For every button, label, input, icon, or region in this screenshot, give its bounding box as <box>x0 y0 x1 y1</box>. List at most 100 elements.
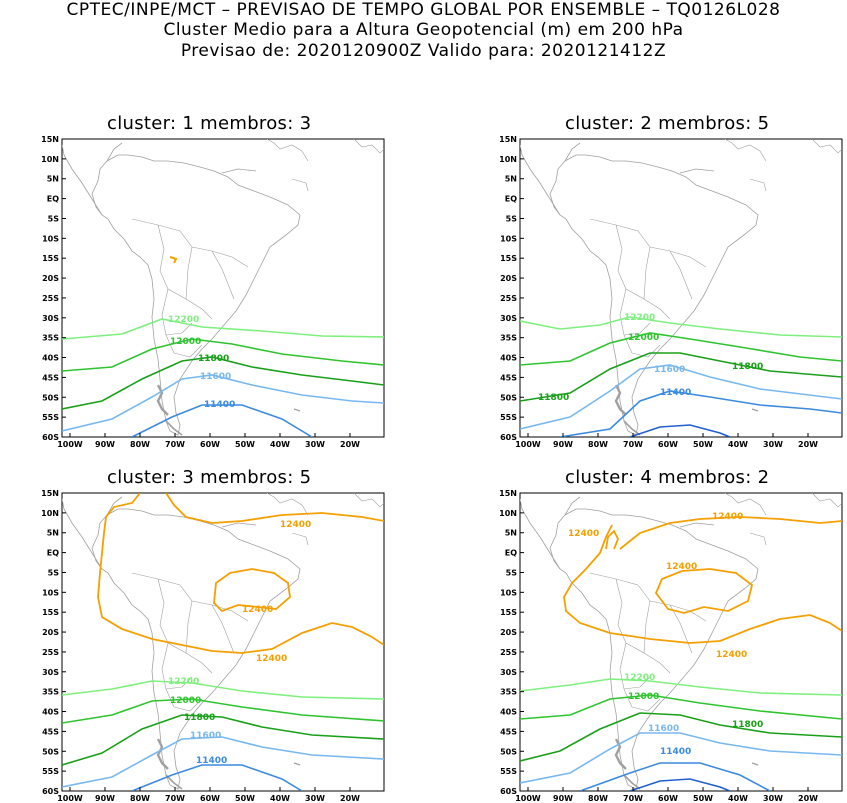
panel-1-label-12200: 12200 <box>168 315 199 325</box>
panel-2-lat-label: 10N <box>499 155 517 164</box>
panel-4-lat-label: 5N <box>505 529 517 538</box>
panel-2-lon-label: 100W <box>515 440 541 449</box>
panel-4-lon-label: 40W <box>728 794 748 803</box>
header-line-1: CPTEC/INPE/MCT – PREVISAO DE TEMPO GLOBA… <box>66 0 781 20</box>
panel-1-map: 12200 12000 11800 11600 11400 15N 10N 5N EQ… <box>41 135 385 449</box>
panel-4-contour-12400-closed <box>654 568 754 614</box>
panel-3-label-11800: 11800 <box>184 713 215 723</box>
panel-1-lon-label: 50W <box>235 440 255 449</box>
panel-2-lat-label: 15S <box>500 254 517 263</box>
panel-4-label-11400: 11400 <box>660 747 691 757</box>
panel-2-lat-label: 5N <box>505 175 517 184</box>
panel-3-lat-label: EQ <box>47 549 59 558</box>
panel-4-lat-label: 15S <box>500 608 517 617</box>
panel-4-label-12400-b: 12400 <box>712 512 743 522</box>
panel-1-lon-label: 20W <box>340 440 360 449</box>
panel-1-lon-label: 100W <box>57 440 83 449</box>
panel-4-label-11600: 11600 <box>648 724 679 734</box>
panel-2-lat-label: 30S <box>500 314 517 323</box>
panel-2-lat-label: 25S <box>500 294 517 303</box>
panel-3-lat-label: 35S <box>42 688 59 697</box>
panel-4-lon-label: 60W <box>658 794 678 803</box>
panel-3-title: cluster: 3 membros: 5 <box>107 467 312 488</box>
panel-3-frame <box>61 492 385 792</box>
panel-2-lon-label: 50W <box>693 440 713 449</box>
panel-2-contour-11200 <box>629 424 731 437</box>
panel-2-lat-label: 35S <box>500 334 517 343</box>
panel-1-label-11400: 11400 <box>204 400 235 410</box>
panel-4-lon-label: 20W <box>798 794 818 803</box>
panel-3-contour-11600 <box>62 736 384 788</box>
panel-1-label-11600: 11600 <box>200 372 231 382</box>
panel-2-lat-label: 20S <box>500 274 517 283</box>
panel-4-contour-12000 <box>520 694 842 720</box>
panel-3-map: 12400 12400 12400 12200 12000 11800 1160… <box>41 489 385 803</box>
panel-3-lat-label: 10S <box>42 588 59 597</box>
panel-4-label-12000: 12000 <box>628 692 659 702</box>
panel-4-lat-label: 10N <box>499 509 517 518</box>
panel-3-label-11400: 11400 <box>196 756 227 766</box>
panel-3-lat-label: 60S <box>42 787 59 796</box>
panel-1-lat-label: 5S <box>48 214 60 223</box>
panel-2-lon-label: 30W <box>763 440 783 449</box>
panel-4-label-12400-a: 12400 <box>568 529 599 539</box>
panel-4-lat-label: 60S <box>500 787 517 796</box>
panel-4-lat-label: 15N <box>499 489 517 498</box>
panel-2-lon-label: 70W <box>623 440 643 449</box>
panel-2-contour-12000 <box>520 332 842 366</box>
panel-3-label-11600: 11600 <box>190 731 221 741</box>
panel-3-lat-label: 10N <box>41 509 59 518</box>
header-line-2: Cluster Medio para a Altura Geopotencial… <box>163 20 684 40</box>
panel-3-lat-label: 55S <box>42 767 59 776</box>
panel-3-contour-12400-top <box>165 493 384 524</box>
panel-2-lat-label: 40S <box>500 354 517 363</box>
panel-1-lat-label: 20S <box>42 274 59 283</box>
panel-4-lat-label: 50S <box>500 747 517 756</box>
panel-1-contour-12000 <box>62 338 384 372</box>
panel-3-contour-11400 <box>131 764 303 791</box>
panel-4-lat-label: 40S <box>500 708 517 717</box>
panel-3-lat-label: 5S <box>48 568 60 577</box>
panel-2-lat-label: EQ <box>505 195 517 204</box>
panel-3-contour-12000 <box>62 698 384 724</box>
panel-3-lon-label: 50W <box>235 794 255 803</box>
panel-1-contour-12200 <box>62 318 384 340</box>
panel-3-label-12200: 12200 <box>168 677 199 687</box>
panel-4-lon-label: 70W <box>623 794 643 803</box>
panel-2-contour-11800 <box>520 352 842 402</box>
panel-3-contour-11800 <box>62 714 384 766</box>
panel-3-label-12400-b: 12400 <box>242 605 273 615</box>
panel-2-lon-label: 80W <box>588 440 608 449</box>
panel-2-contour-12200 <box>520 316 842 338</box>
panel-4-label-12200: 12200 <box>624 673 655 683</box>
header-line-3: Previsao de: 2020120900Z Valido para: 20… <box>180 41 667 61</box>
panel-4-contour-12200 <box>520 678 842 696</box>
panel-2-label-12000: 12000 <box>628 333 659 343</box>
panel-4-title: cluster: 4 membros: 2 <box>565 467 770 488</box>
panel-4-label-11800: 11800 <box>732 720 763 730</box>
panel-2-lat-label: 45S <box>500 373 517 382</box>
panel-4-lat-label: 20S <box>500 628 517 637</box>
panel-2-label-11800-b: 11800 <box>732 362 763 372</box>
panel-4-lat-label: EQ <box>505 549 517 558</box>
panel-4-lon-label: 50W <box>693 794 713 803</box>
panel-1-contour-11800 <box>62 356 384 410</box>
panel-1-lat-label: 10N <box>41 155 59 164</box>
panel-4-lat-label: 30S <box>500 668 517 677</box>
panel-4-lon-label: 90W <box>553 794 573 803</box>
panel-1-label-12000: 12000 <box>170 337 201 347</box>
panel-1-lat-label: 45S <box>42 373 59 382</box>
panel-1-contour-11600 <box>62 374 384 432</box>
panel-2-lat-label: 15N <box>499 135 517 144</box>
panel-4-contour-11200 <box>629 778 731 791</box>
panel-1-lon-label: 30W <box>305 440 325 449</box>
panel-3-lat-label: 5N <box>47 529 59 538</box>
panel-1-lat-label: 35S <box>42 334 59 343</box>
panel-1-contour-11400 <box>131 404 313 437</box>
panel-4-lat-label: 10S <box>500 588 517 597</box>
panel-3-lon-label: 40W <box>270 794 290 803</box>
panel-2-map: 12200 12000 11800 11800 11600 11400 15N 1… <box>499 135 843 449</box>
panel-1-lat-label: 30S <box>42 314 59 323</box>
panel-2-lat-label: 10S <box>500 234 517 243</box>
